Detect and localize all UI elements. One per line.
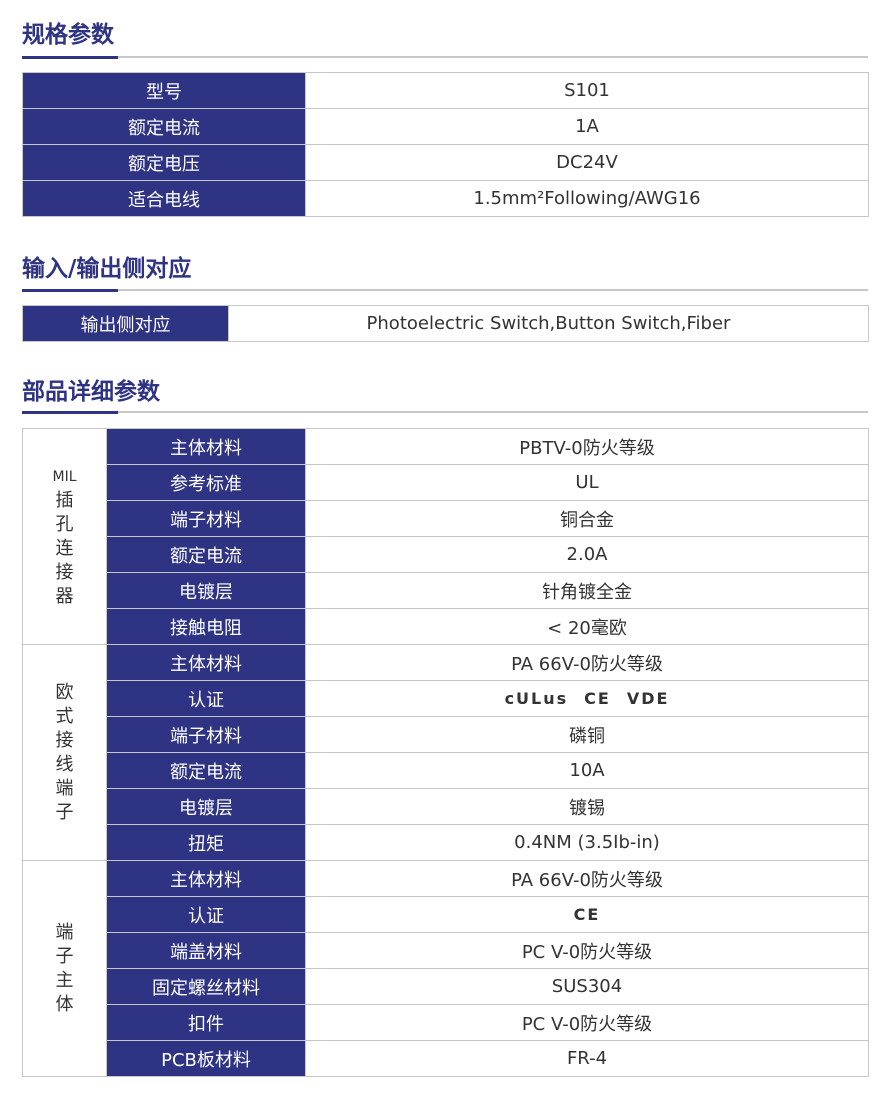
- row-value: PC V-0防火等级: [305, 1004, 869, 1041]
- divider: [22, 289, 868, 292]
- table-row: 固定螺丝材料 SUS304: [23, 968, 869, 1005]
- row-label: 固定螺丝材料: [106, 968, 306, 1005]
- group-label: MIL 插孔连接器: [22, 428, 107, 645]
- row-value: PBTV-0防火等级: [305, 428, 869, 465]
- group-name: 欧式接线端子: [55, 681, 74, 823]
- row-value: 1A: [305, 108, 869, 145]
- table-row: 认证 cULus CE VDE: [23, 680, 869, 717]
- table-row: 端子材料 铜合金: [23, 500, 869, 537]
- table-row: 端盖材料 PC V-0防火等级: [23, 932, 869, 969]
- row-value: 0.4NM (3.5Ib-in): [305, 824, 869, 861]
- table-row: 额定电流 2.0A: [23, 536, 869, 573]
- row-label: 输出侧对应: [22, 305, 229, 342]
- specs-table: 型号 S101 额定电流 1A 额定电压 DC24V 适合电线 1.5mm²Following…: [22, 72, 869, 217]
- row-label: 扭矩: [106, 824, 306, 861]
- table-row: 参考标准 UL: [23, 464, 869, 501]
- table-row: 接触电阻 < 20毫欧: [23, 608, 869, 645]
- table-row: MIL 插孔连接器 主体材料 PBTV-0防火等级: [22, 428, 869, 645]
- divider: [22, 411, 868, 414]
- row-value: 镀锡: [305, 788, 869, 825]
- row-value: S101: [305, 72, 869, 109]
- group-name: 插孔连接器: [55, 489, 74, 607]
- section-title-parts: 部品详细参数: [22, 379, 160, 405]
- row-label: 额定电流: [106, 536, 306, 573]
- table-row: 认证 CE: [23, 896, 869, 933]
- row-value: 针角镀全金: [305, 572, 869, 609]
- row-label: 额定电流: [106, 752, 306, 789]
- row-value: CE: [305, 896, 869, 933]
- row-label: 扣件: [106, 1004, 306, 1041]
- row-value: 磷铜: [305, 716, 869, 753]
- parts-table: MIL 插孔连接器 主体材料 PBTV-0防火等级 参考标准 UL 端子材料 铜合金 额定电流 2…: [22, 428, 869, 1077]
- vde-mark-icon: VDE: [626, 689, 670, 708]
- row-label: 主体材料: [106, 860, 306, 897]
- row-value: SUS304: [305, 968, 869, 1005]
- row-label: 型号: [22, 72, 306, 109]
- row-label: 额定电流: [22, 108, 306, 145]
- divider: [22, 56, 868, 59]
- table-row: 适合电线 1.5mm²Following/AWG16: [22, 180, 869, 217]
- row-label: 额定电压: [22, 144, 306, 181]
- row-value: cULus CE VDE: [305, 680, 869, 717]
- table-row: 额定电流 1A: [22, 108, 869, 145]
- row-value: 铜合金: [305, 500, 869, 537]
- row-label: 端子材料: [106, 716, 306, 753]
- row-value: PA 66V-0防火等级: [305, 860, 869, 897]
- row-value: < 20毫欧: [305, 608, 869, 645]
- culus-mark-icon: cULus: [504, 689, 569, 708]
- row-label: PCB板材料: [106, 1040, 306, 1077]
- table-row: 扭矩 0.4NM (3.5Ib-in): [23, 824, 869, 861]
- table-row: PCB板材料 FR-4: [23, 1040, 869, 1077]
- row-label: 主体材料: [106, 644, 306, 681]
- row-value: UL: [305, 464, 869, 501]
- table-row: 扣件 PC V-0防火等级: [23, 1004, 869, 1041]
- row-value: 1.5mm²Following/AWG16: [305, 180, 869, 217]
- row-value: 10A: [305, 752, 869, 789]
- row-label: 认证: [106, 896, 306, 933]
- table-row: 端子主体 主体材料 PA 66V-0防火等级: [22, 860, 869, 1077]
- ce-mark-icon: CE: [584, 689, 611, 708]
- section-title-specs: 规格参数: [22, 22, 114, 48]
- row-value: 2.0A: [305, 536, 869, 573]
- table-row: 额定电流 10A: [23, 752, 869, 789]
- row-label: 接触电阻: [106, 608, 306, 645]
- io-table: 输出侧对应 Photoelectric Switch,Button Switch,…: [22, 305, 869, 342]
- ce-mark-icon: CE: [573, 905, 601, 924]
- row-label: 参考标准: [106, 464, 306, 501]
- table-row: 型号 S101: [22, 72, 869, 109]
- table-row: 电镀层 针角镀全金: [23, 572, 869, 609]
- table-row: 端子材料 磷铜: [23, 716, 869, 753]
- row-label: 电镀层: [106, 572, 306, 609]
- row-value: DC24V: [305, 144, 869, 181]
- group-label: 端子主体: [22, 860, 107, 1077]
- section-title-io: 输入/输出侧对应: [22, 256, 192, 282]
- row-label: 端子材料: [106, 500, 306, 537]
- row-value: FR-4: [305, 1040, 869, 1077]
- row-label: 适合电线: [22, 180, 306, 217]
- row-label: 端盖材料: [106, 932, 306, 969]
- table-row: 额定电压 DC24V: [22, 144, 869, 181]
- group-name: 端子主体: [55, 921, 74, 1015]
- row-value: Photoelectric Switch,Button Switch,Fiber: [228, 305, 869, 342]
- table-row: 电镀层 镀锡: [23, 788, 869, 825]
- table-row: 输出侧对应 Photoelectric Switch,Button Switch,…: [22, 305, 869, 342]
- row-label: 认证: [106, 680, 306, 717]
- row-value: PC V-0防火等级: [305, 932, 869, 969]
- table-row: 欧式接线端子 主体材料 PA 66V-0防火等级: [22, 644, 869, 861]
- row-label: 电镀层: [106, 788, 306, 825]
- row-value: PA 66V-0防火等级: [305, 644, 869, 681]
- group-label: 欧式接线端子: [22, 644, 107, 861]
- row-label: 主体材料: [106, 428, 306, 465]
- group-prefix: MIL: [52, 468, 77, 485]
